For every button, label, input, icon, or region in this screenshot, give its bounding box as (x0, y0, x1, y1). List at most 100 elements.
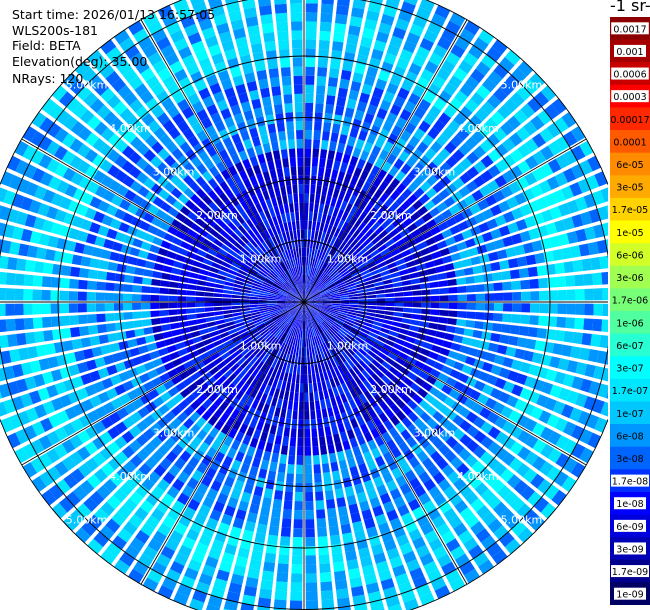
data-gate (309, 401, 315, 411)
data-gate (238, 251, 248, 260)
data-gate (192, 1, 208, 14)
data-gate (187, 314, 197, 320)
data-gate (326, 266, 335, 275)
data-gate (187, 559, 202, 572)
data-gate (333, 561, 345, 572)
data-gate (209, 366, 220, 376)
data-gate (316, 282, 325, 290)
range-ring-label: 5.00km (501, 79, 543, 92)
data-gate (291, 327, 296, 337)
data-gate (493, 238, 505, 250)
data-gate (121, 430, 135, 444)
data-gate (311, 307, 319, 314)
data-gate (0, 205, 3, 213)
data-gate (94, 405, 108, 419)
data-gate (231, 245, 241, 254)
data-gate (109, 342, 121, 353)
data-gate (301, 320, 303, 330)
data-gate (205, 253, 215, 261)
data-gate (461, 336, 473, 346)
data-gate (298, 266, 301, 276)
data-gate (180, 205, 191, 217)
data-gate (363, 451, 374, 463)
data-gate (69, 451, 84, 466)
data-gate (370, 427, 381, 439)
data-gate (580, 211, 593, 226)
data-gate (46, 122, 62, 138)
colorbar-tick-label: 3e-07 (616, 364, 643, 375)
data-gate (292, 184, 298, 194)
data-gate (231, 302, 241, 306)
data-gate (123, 498, 138, 513)
data-gate (391, 321, 402, 328)
data-gate (386, 509, 399, 522)
data-gate (300, 229, 304, 239)
data-gate (176, 492, 190, 506)
data-gate (441, 464, 455, 478)
data-gate (484, 472, 499, 487)
data-gate (322, 303, 332, 305)
data-gate (335, 318, 345, 325)
data-gate (483, 322, 493, 331)
data-gate (537, 109, 552, 125)
data-gate (317, 313, 326, 321)
data-gate (149, 244, 160, 254)
data-gate (349, 576, 363, 588)
data-gate (106, 94, 122, 109)
data-gate (157, 5, 174, 19)
data-gate (254, 144, 264, 156)
data-gate (250, 205, 259, 216)
data-gate (433, 493, 447, 507)
data-gate (312, 303, 322, 305)
data-gate (102, 190, 116, 203)
data-gate (420, 247, 431, 256)
data-gate (413, 128, 426, 141)
data-gate (368, 196, 378, 207)
data-gate (329, 216, 336, 226)
data-gate (318, 390, 325, 401)
data-gate (321, 599, 335, 610)
data-gate (327, 360, 334, 370)
data-gate (236, 121, 248, 133)
data-gate (343, 233, 352, 244)
data-gate (195, 417, 207, 429)
data-gate (376, 293, 386, 298)
data-gate (487, 426, 501, 440)
data-gate (305, 84, 315, 94)
data-gate (337, 330, 347, 339)
data-gate (412, 506, 425, 520)
data-gate (272, 443, 281, 454)
data-gate (14, 447, 29, 464)
data-gate (337, 374, 345, 385)
data-gate (114, 312, 124, 321)
data-gate (484, 117, 499, 132)
data-gate (100, 127, 115, 142)
data-gate (273, 316, 282, 324)
data-gate (191, 469, 204, 482)
data-gate (427, 464, 440, 478)
data-gate (372, 383, 383, 394)
data-gate (297, 275, 301, 285)
data-gate (299, 284, 303, 294)
data-gate (340, 362, 348, 373)
data-gate (417, 269, 428, 277)
data-gate (395, 475, 408, 487)
data-gate (85, 457, 99, 472)
data-gate (449, 12, 466, 27)
data-gate (339, 514, 350, 526)
data-gate (531, 352, 543, 364)
data-gate (138, 345, 149, 355)
data-gate (322, 252, 329, 262)
data-gate (297, 437, 304, 447)
data-gate (228, 582, 243, 594)
data-gate (453, 381, 465, 392)
data-gate (429, 386, 441, 398)
data-gate (269, 310, 279, 315)
range-ring-label: 3.00km (153, 166, 195, 179)
data-gate (459, 345, 470, 355)
data-gate (282, 194, 288, 205)
data-gate (252, 429, 262, 440)
data-gate (224, 543, 237, 556)
data-gate (517, 446, 531, 461)
data-gate (296, 148, 304, 158)
